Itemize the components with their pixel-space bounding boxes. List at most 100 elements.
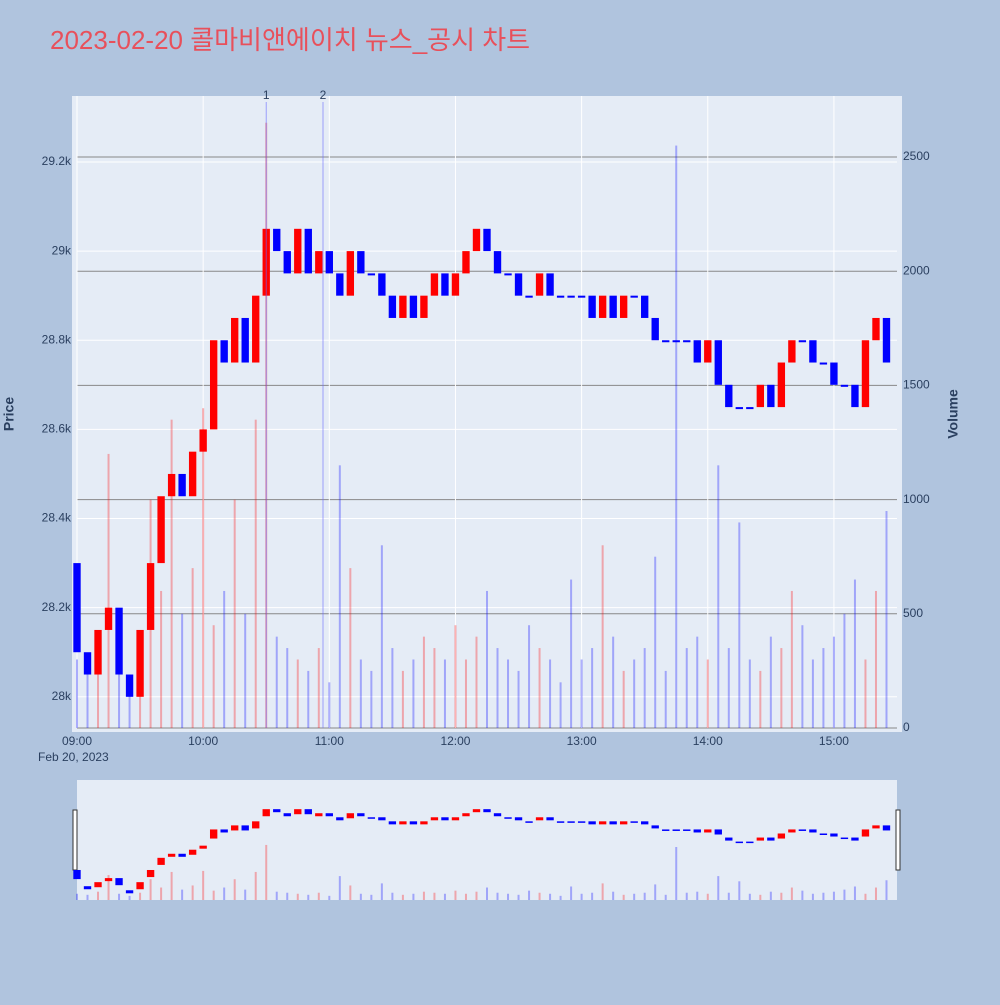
slider-handle[interactable] (72, 809, 78, 871)
volume-bar (286, 648, 289, 728)
volume-bar (769, 636, 772, 728)
slider-candle (304, 809, 312, 815)
candle (609, 295, 617, 318)
volume-bar (254, 419, 257, 728)
slider-volume-bar (443, 893, 446, 900)
annotation-label: 2 (320, 88, 327, 102)
volume-bar (454, 625, 457, 728)
candle (451, 273, 460, 296)
slider-candle (157, 857, 165, 865)
candle (104, 607, 113, 630)
slider-candle (788, 829, 796, 833)
slider-candle (125, 890, 134, 894)
volume-bar (86, 670, 89, 728)
x-tick-label: 15:00 (819, 734, 849, 748)
slider-candle (199, 845, 207, 849)
slider-volume-bar (727, 892, 730, 900)
slider-volume-bar (559, 895, 562, 900)
volume-bar (538, 648, 541, 728)
volume-bar (370, 670, 373, 728)
volume-bar (107, 453, 110, 728)
slider-volume-bar (359, 893, 362, 900)
slider-candle (294, 809, 302, 815)
slider-candle (514, 817, 523, 821)
slider-candle (809, 829, 817, 833)
candle (798, 340, 807, 343)
volume-bar (843, 613, 846, 728)
slider-candle (840, 837, 849, 840)
slider-volume-bar (580, 893, 583, 900)
y-tick-label: 29k (52, 243, 72, 257)
slider-volume-bar (233, 879, 236, 900)
candle (188, 451, 197, 497)
volume-bar (191, 568, 194, 728)
slider-volume-bar (464, 893, 467, 900)
candle (378, 273, 386, 296)
y-tick-label: 28.2k (42, 600, 72, 614)
slider-candle (462, 813, 470, 817)
slider-volume-bar (191, 885, 194, 900)
volume-bar (759, 670, 762, 728)
candle (546, 273, 554, 296)
slider-candle (273, 809, 281, 813)
slider-volume-bar (317, 892, 320, 900)
slider-volume-bar (223, 887, 226, 900)
slider-candle (483, 809, 491, 813)
slider-candle (535, 817, 544, 821)
slider-handle[interactable] (895, 809, 901, 871)
candle (840, 384, 849, 387)
candle (241, 317, 249, 363)
slider-volume-bar (853, 886, 856, 900)
slider-candle (441, 817, 449, 821)
slider-volume-bar (769, 891, 772, 900)
volume-bar (443, 659, 446, 728)
slider-candle (525, 821, 533, 823)
volume-bar (612, 636, 615, 728)
candle (409, 295, 418, 318)
slider-candle (504, 817, 512, 819)
y2-tick-label: 2500 (903, 149, 930, 163)
slider-candle (367, 817, 376, 819)
volume-bar (349, 568, 352, 728)
candle (388, 295, 397, 318)
candle (641, 295, 649, 318)
candle (535, 273, 544, 296)
volume-bar (412, 659, 415, 728)
candle (493, 251, 502, 274)
slider-candle (472, 809, 481, 813)
candle (777, 362, 786, 408)
candle (336, 273, 344, 296)
slider-volume-bar (654, 884, 657, 900)
volume-bar (475, 636, 478, 728)
slider-candle (662, 829, 670, 831)
y2-tick-label: 0 (903, 720, 910, 734)
slider-candle (115, 878, 123, 886)
slider-volume-bar (412, 893, 415, 900)
volume-bar (181, 613, 184, 728)
slider-volume-bar (118, 893, 121, 900)
volume-bar (549, 659, 552, 728)
volume-bar (391, 648, 394, 728)
volume-bar (717, 465, 720, 728)
y-tick-label: 29.2k (42, 154, 72, 168)
slider-volume-bar (612, 891, 615, 900)
slider-candle (209, 829, 218, 839)
slider-candle (861, 829, 870, 837)
volume-bar (685, 648, 688, 728)
candle (199, 429, 207, 452)
slider-volume-bar (97, 891, 100, 900)
slider-candle (346, 813, 355, 819)
slider-volume-bar (811, 893, 814, 900)
y2-tick-label: 2000 (903, 263, 930, 277)
candle (472, 228, 481, 252)
volume-bar (738, 522, 741, 728)
slider-volume-bar (717, 876, 720, 900)
slider-volume-bar (622, 894, 625, 900)
slider-volume-bar (160, 887, 163, 900)
slider-candle (683, 829, 691, 831)
slider-candle (146, 869, 155, 878)
candle (209, 340, 218, 430)
candle (819, 362, 828, 365)
x-tick-label: 09:00 (62, 734, 92, 748)
